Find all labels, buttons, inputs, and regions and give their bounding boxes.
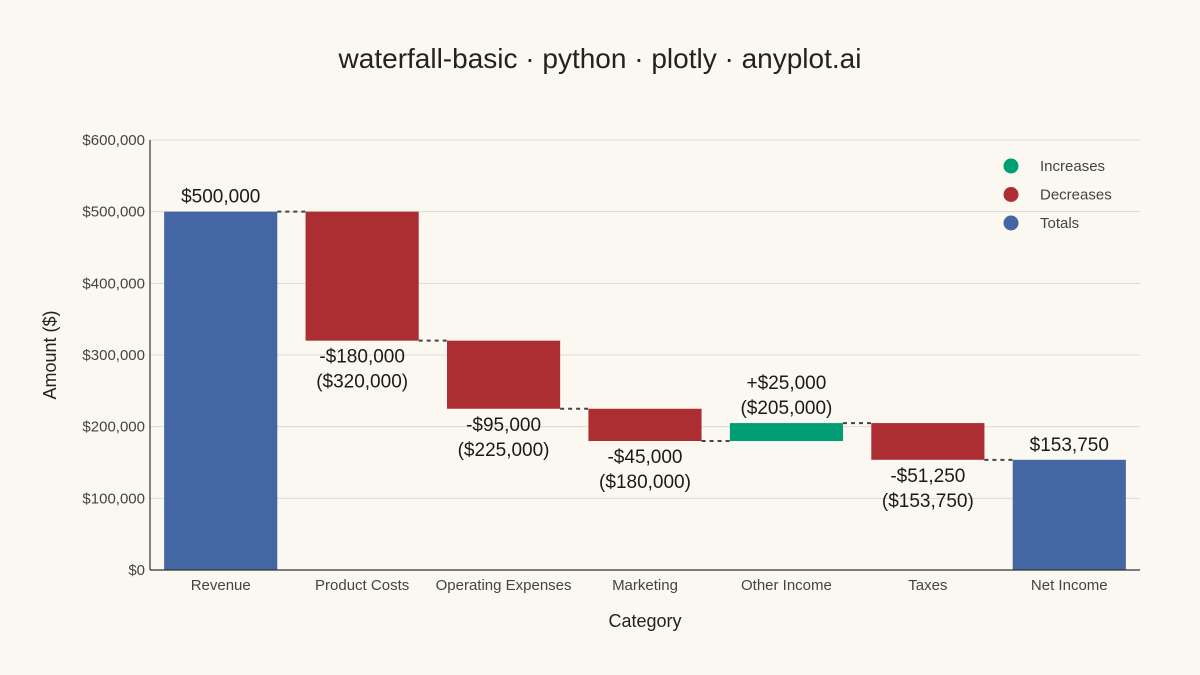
bar-value-label: $153,750 xyxy=(1030,435,1109,456)
waterfall-bar xyxy=(447,340,561,409)
legend-marker xyxy=(1003,215,1019,231)
y-tick-label: $300,000 xyxy=(82,347,145,364)
y-axis-title: Amount ($) xyxy=(40,310,60,399)
bar-value-label: ($225,000) xyxy=(458,440,550,461)
x-tick-label: Product Costs xyxy=(315,577,409,594)
y-tick-label: $200,000 xyxy=(82,419,145,436)
x-tick-label: Operating Expenses xyxy=(436,577,572,594)
axes: $0 $100,000 $200,000 $300,000 $400,000 $500,0… xyxy=(82,132,1140,594)
x-axis-title: Category xyxy=(608,611,681,631)
legend[interactable]: Increases Decreases Totals xyxy=(1003,158,1112,232)
gridlines xyxy=(150,139,1140,499)
bars xyxy=(164,211,1126,570)
legend-marker xyxy=(1003,158,1019,174)
waterfall-bar xyxy=(871,423,985,460)
bar-value-label: -$180,000 xyxy=(319,347,405,368)
waterfall-bar xyxy=(164,211,278,570)
x-tick-label: Other Income xyxy=(741,577,832,594)
y-tick-label: $0 xyxy=(128,562,145,579)
bar-value-label: -$95,000 xyxy=(466,415,541,436)
x-tick-label: Revenue xyxy=(191,577,251,594)
waterfall-bar xyxy=(305,211,419,341)
legend-label: Decreases xyxy=(1040,187,1112,204)
y-tick-label: $600,000 xyxy=(82,132,145,149)
bar-value-label: -$51,250 xyxy=(890,466,965,487)
x-tick-label: Marketing xyxy=(612,577,678,594)
x-tick-label: Net Income xyxy=(1031,577,1108,594)
y-tick-label: $100,000 xyxy=(82,490,145,507)
bar-value-label: $500,000 xyxy=(181,187,260,208)
legend-marker xyxy=(1003,187,1019,202)
y-tick-label: $400,000 xyxy=(82,275,145,292)
legend-label: Increases xyxy=(1040,158,1105,175)
bar-value-label: ($320,000) xyxy=(316,372,408,393)
x-tick-label: Taxes xyxy=(908,577,947,594)
bar-value-label: ($205,000) xyxy=(740,398,832,419)
waterfall-bar xyxy=(588,408,702,441)
waterfall-bar xyxy=(1012,459,1126,570)
bar-value-label: +$25,000 xyxy=(747,373,827,394)
bar-value-label: -$45,000 xyxy=(607,447,682,468)
chart-title: waterfall-basic · python · plotly · anyp… xyxy=(338,43,862,74)
waterfall-bar xyxy=(729,423,843,441)
legend-label: Totals xyxy=(1040,215,1079,232)
bar-value-label: ($180,000) xyxy=(599,472,691,493)
bar-value-label: ($153,750) xyxy=(882,491,974,512)
y-tick-label: $500,000 xyxy=(82,204,145,221)
bar-labels: $500,000 -$180,000 ($320,000) -$95,000 ($225… xyxy=(181,187,1109,512)
